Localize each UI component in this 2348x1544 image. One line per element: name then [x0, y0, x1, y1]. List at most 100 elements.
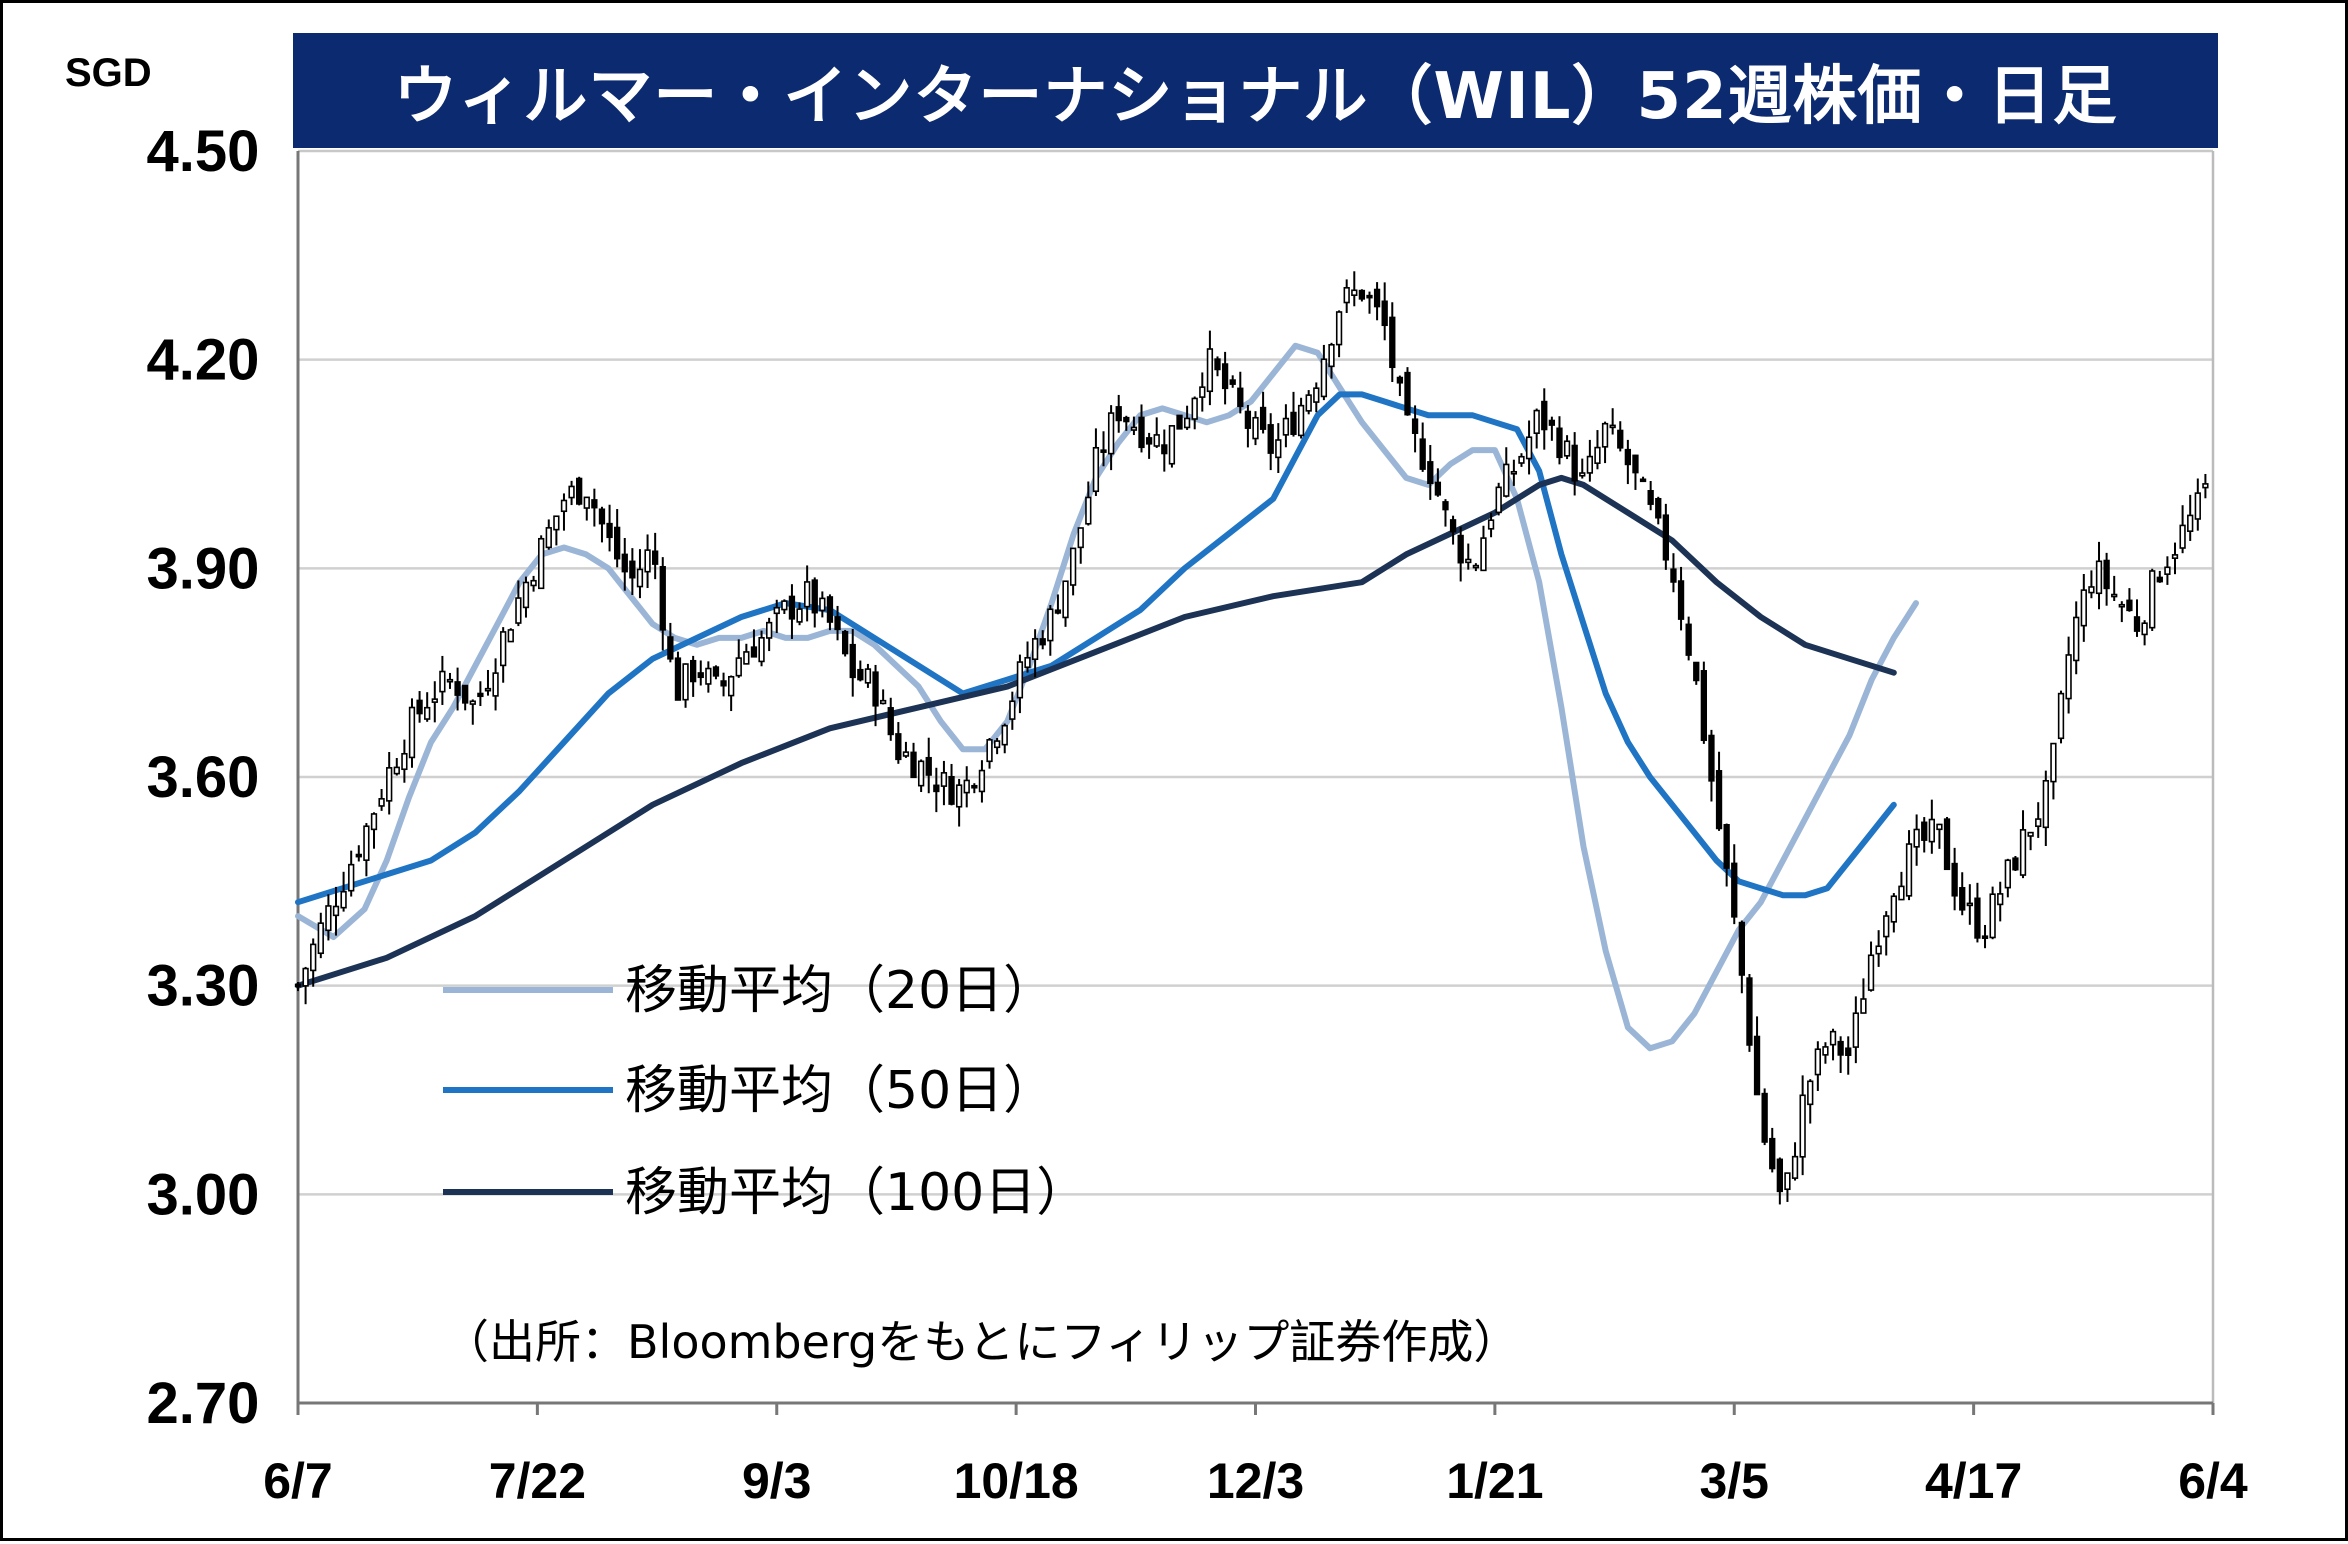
candle-body: [1366, 294, 1373, 299]
candle-body: [1062, 580, 1069, 619]
x-tick-label: 12/3: [1207, 1453, 1304, 1509]
x-tick-label: 6/7: [263, 1453, 333, 1509]
candle-body: [545, 527, 552, 549]
x-tick-label: 6/4: [2178, 1453, 2248, 1509]
candle-body: [1875, 945, 1882, 955]
candle-body: [560, 499, 568, 513]
candle-body: [644, 549, 651, 573]
candle-body: [1905, 843, 1913, 897]
x-tick-label: 7/22: [489, 1453, 586, 1509]
candle-body: [712, 666, 720, 677]
candle-body: [515, 597, 522, 624]
candle-body: [993, 740, 1001, 749]
candle-body: [477, 692, 484, 698]
chart-title-text: ウィルマー・インターナショナル（WIL）52週株価・日足: [393, 59, 2118, 134]
candle-body: [1419, 438, 1426, 470]
candle-body: [1571, 444, 1578, 482]
candle-body: [408, 706, 416, 759]
candle-body: [986, 739, 993, 763]
candle-body: [1130, 426, 1138, 431]
candle-body: [462, 684, 469, 704]
candle-body: [2194, 492, 2201, 520]
candle-body: [697, 672, 704, 679]
candle-body: [1632, 454, 1639, 474]
x-tick-label: 4/17: [1925, 1453, 2022, 1509]
candle-body: [1077, 527, 1084, 549]
candle-body: [2035, 818, 2042, 828]
candle-body: [2156, 576, 2163, 583]
candle-body: [1024, 656, 1031, 669]
candle-body: [1662, 514, 1670, 561]
candle-body: [879, 699, 887, 705]
candle-body: [917, 760, 925, 787]
candle-body: [2065, 654, 2072, 700]
x-tick-label: 10/18: [954, 1453, 1079, 1509]
candle-body: [955, 784, 963, 808]
candle-body: [606, 522, 613, 539]
candle-body: [1617, 429, 1624, 449]
candle-body: [727, 675, 735, 697]
candle-body: [1974, 897, 1981, 939]
candle-body: [1267, 424, 1274, 454]
candle-body: [500, 631, 507, 667]
candle-body: [1563, 440, 1571, 457]
candle-body: [1085, 496, 1092, 525]
candle-body: [469, 700, 476, 705]
candle-body: [1465, 558, 1472, 564]
x-tick-label: 9/3: [742, 1453, 812, 1509]
candle-body: [2095, 560, 2103, 595]
candle-body: [720, 680, 727, 687]
candle-body: [446, 678, 454, 683]
candle-body: [2012, 857, 2019, 871]
candle-body: [1579, 472, 1586, 477]
candle-body: [1168, 425, 1176, 465]
candle-body: [2088, 586, 2095, 594]
candle-body: [1290, 411, 1297, 435]
candle-body: [963, 779, 970, 794]
candle-body: [1176, 414, 1183, 430]
candle-body: [1647, 490, 1654, 505]
candle-body: [1845, 1047, 1852, 1056]
candle-body: [1921, 821, 1928, 841]
candle-body: [439, 670, 446, 693]
candle-body: [1594, 446, 1601, 464]
candle-body: [492, 672, 499, 697]
candle-body: [2149, 570, 2156, 629]
candle-body: [1358, 289, 1366, 300]
candle-body: [317, 922, 324, 955]
candle-body: [1487, 519, 1495, 530]
candle-body: [895, 733, 902, 761]
candle-body: [788, 595, 796, 620]
candle-body: [674, 657, 682, 701]
candle-body: [598, 508, 606, 525]
candle-body: [1206, 348, 1214, 393]
candle-body: [1518, 455, 1525, 464]
candle-body: [1259, 406, 1267, 430]
candle-body: [2133, 616, 2141, 632]
candle-body: [1837, 1040, 1844, 1056]
candle-body: [1282, 417, 1290, 436]
y-tick-label: 3.90: [147, 536, 260, 601]
candle-body: [1913, 828, 1920, 848]
candle-body: [1852, 1012, 1859, 1048]
candle-body: [370, 813, 378, 831]
candle-body: [1047, 608, 1054, 642]
candle-body: [1123, 416, 1130, 423]
candle-body: [302, 967, 309, 987]
candle-body: [841, 630, 849, 655]
candle-body: [1723, 824, 1730, 869]
candle-body: [948, 776, 955, 805]
candle-body: [811, 579, 818, 614]
candle-body: [1275, 439, 1282, 459]
candle-body: [1753, 1035, 1761, 1096]
candle-body: [1313, 387, 1320, 403]
candle-body: [682, 663, 689, 701]
candle-body: [1039, 638, 1046, 646]
candle-body: [2004, 859, 2011, 889]
candle-body: [1237, 387, 1244, 408]
candle-body: [1890, 895, 1897, 923]
y-tick-label: 3.00: [147, 1162, 260, 1227]
candle-body: [1693, 661, 1700, 682]
candle-body: [538, 537, 545, 590]
candle-body: [1533, 409, 1540, 435]
